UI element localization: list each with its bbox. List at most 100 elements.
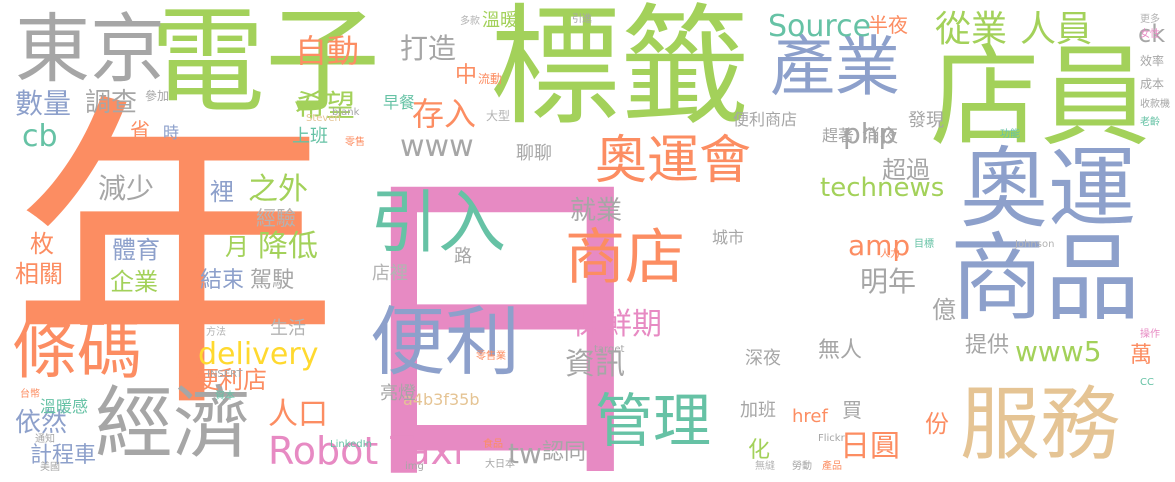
- cloud-word-w97: 收款機: [1140, 99, 1170, 110]
- cloud-word-w49: 明年: [860, 265, 917, 298]
- cloud-word-delivery: delivery: [198, 337, 319, 372]
- cloud-word-cb: cb: [22, 119, 58, 154]
- cloud-word-w2: 電子: [150, 0, 381, 129]
- cloud-word-w104: 通知: [35, 434, 55, 445]
- cloud-word-w80: 城市: [712, 228, 745, 247]
- cloud-word-w85: 溫暖感: [40, 397, 89, 416]
- cloud-word-w14: 商店: [565, 223, 685, 293]
- cloud-word-w6: 奧運: [960, 137, 1137, 240]
- cloud-word-ck: ck: [1138, 20, 1166, 48]
- cloud-word-w0: 年: [10, 68, 340, 452]
- cloud-word-w20: 自動: [295, 32, 360, 70]
- cloud-word-w96: 女性: [1140, 29, 1160, 40]
- cloud-word-w75: 便利商店: [733, 110, 798, 129]
- cloud-word-w120: 方法: [206, 327, 226, 338]
- cloud-word-w11: 經濟: [95, 379, 252, 469]
- cloud-word-w107: 食品: [483, 439, 503, 450]
- cloud-word-w74: 發現: [908, 110, 944, 131]
- cloud-word-w28: 上班: [292, 126, 328, 147]
- cloud-word-w111: 產品: [822, 461, 842, 472]
- cloud-word-w99: 目標: [914, 239, 934, 250]
- cloud-word-w40: 體育: [112, 236, 160, 264]
- cloud-word-w42: 降低: [258, 229, 318, 264]
- cloud-word-a4b3f35b: a4b3f35b: [403, 390, 480, 409]
- cloud-word-w31: 希望: [295, 89, 355, 124]
- cloud-word-w32: 中: [455, 63, 478, 88]
- cloud-word-insert: INSERT: [207, 369, 243, 380]
- cloud-word-w57: 便利店: [195, 366, 267, 394]
- cloud-word-w95: 更多: [1140, 14, 1160, 25]
- cloud-word-w77: 半夜: [868, 13, 908, 37]
- cloud-word-w101: 功能: [1000, 129, 1020, 140]
- cloud-word-w3: 標籤: [490, 0, 751, 143]
- cloud-word-w63: 日圓: [840, 429, 900, 464]
- cloud-word-w91: 引進: [572, 14, 592, 25]
- cloud-word-w76: 聊聊: [516, 143, 552, 164]
- cloud-word-w64: 份: [925, 410, 949, 438]
- cloud-word-w35: 減少: [98, 172, 155, 205]
- cloud-word-w81: 路: [454, 246, 472, 267]
- cloud-word-w29: 早餐: [383, 93, 416, 112]
- cloud-word-w39: 枚: [30, 230, 54, 258]
- cloud-word-w44: 相關: [15, 260, 63, 288]
- cloud-word-w109: 無縫: [755, 461, 775, 472]
- cloud-word-w1: 日本: [272, 150, 668, 482]
- cloud-word-w18: 人員: [1020, 9, 1093, 50]
- cloud-word-w84: 店裡: [372, 263, 408, 284]
- cloud-word-w13: 引入: [370, 184, 507, 263]
- cloud-word-w102: 美國: [40, 462, 60, 473]
- cloud-word-www: www: [400, 129, 474, 164]
- cloud-word-amp: amp: [848, 229, 911, 262]
- cloud-word-w21: 打造: [400, 32, 457, 65]
- cloud-word-johnson: Johnson: [1015, 239, 1055, 250]
- cloud-word-w26: 省: [130, 118, 150, 142]
- cloud-word-w48: 保鮮期: [572, 307, 662, 342]
- cloud-word-w23: 調查: [85, 88, 138, 118]
- cloud-word-www5: www5: [1015, 335, 1102, 368]
- cloud-word-w94: 成本: [1140, 77, 1165, 91]
- cloud-word-w38: 就業: [570, 196, 623, 226]
- cloud-word-w37: 之外: [248, 172, 308, 207]
- cloud-word-w112: 零售: [345, 137, 365, 148]
- cloud-word-w9: 產業: [770, 30, 901, 105]
- cloud-word-w59: 計程車: [30, 443, 97, 468]
- cloud-word-w36: 裡: [210, 178, 234, 206]
- cloud-word-w122: 操作: [1140, 329, 1160, 340]
- cloud-word-tw: tw: [508, 437, 542, 470]
- cloud-word-w93: 效率: [1140, 54, 1165, 68]
- cloud-word-linkedin: LinkedIn: [330, 439, 372, 450]
- cloud-word-cc: CC: [1140, 377, 1154, 388]
- cloud-word-w72: 消夜: [862, 126, 898, 147]
- cloud-word-w113: 零售業: [476, 351, 506, 362]
- cloud-word-w88: 流動: [478, 72, 503, 86]
- cloud-word-w4: 店員: [930, 33, 1150, 161]
- cloud-word-w87: 經驗: [256, 206, 296, 230]
- cloud-word-w71: 超過: [882, 156, 930, 184]
- cloud-word-steven: Steven: [306, 113, 341, 124]
- cloud-word-w103: 台幣: [20, 389, 40, 400]
- cloud-word-w73: 趕著: [822, 126, 855, 145]
- cloud-word-w45: 結束: [200, 268, 245, 293]
- cloud-word-w22: 數量: [15, 87, 72, 120]
- cloud-word-w56: 人口: [268, 397, 328, 432]
- cloud-word-technews: technews: [820, 173, 945, 203]
- cloud-word-w121: 資本: [215, 391, 235, 402]
- cloud-word-w27: 時: [163, 123, 180, 142]
- cloud-word-w68: 買: [842, 398, 862, 422]
- cloud-word-w50: 億: [932, 296, 956, 324]
- cloud-word-w86: 生活: [270, 318, 306, 339]
- cloud-word-w58: 依然: [15, 408, 68, 438]
- cloud-word-w108: 大日本: [485, 459, 515, 470]
- cloud-word-source: Source: [768, 9, 872, 44]
- cloud-word-robot-taxi: Robot Taxi: [268, 429, 464, 473]
- cloud-word-php: php: [843, 117, 897, 150]
- cloud-word-w110: 勞動: [792, 461, 812, 472]
- cloud-word-w10: 條碼: [12, 313, 143, 388]
- cloud-word-w90: 參加: [145, 89, 170, 103]
- cloud-word-w89: 大型: [486, 109, 511, 123]
- cloud-word-w70: 深夜: [745, 348, 781, 369]
- cloud-word-w17: 從業: [935, 9, 1008, 50]
- cloud-word-w7: 商品: [950, 224, 1141, 334]
- cloud-word-w43: 企業: [110, 268, 158, 296]
